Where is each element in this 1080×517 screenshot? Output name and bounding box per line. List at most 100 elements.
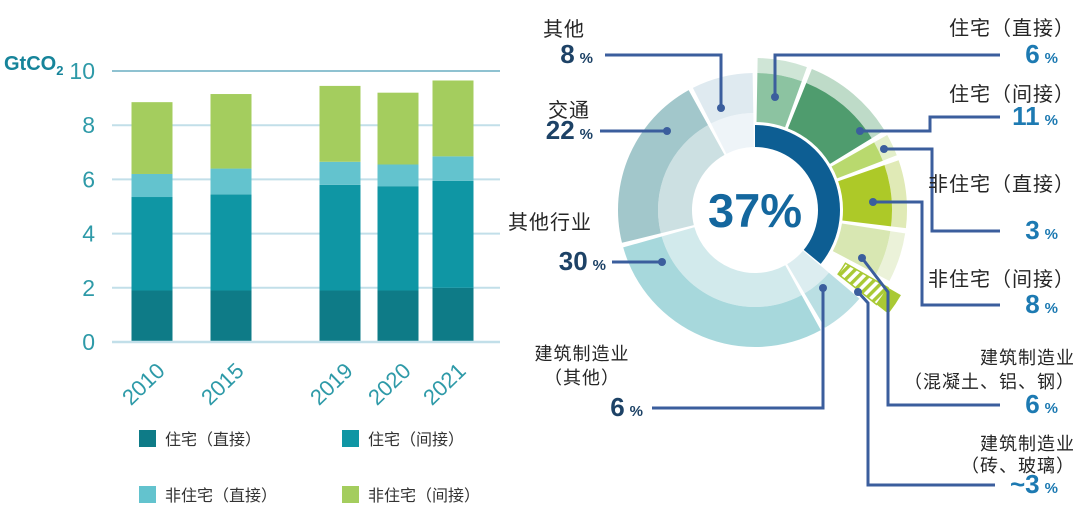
legend-label: 住宅（间接） [368,432,465,449]
leader-dot-construction-bricks-glass [854,288,862,296]
bar-2015-segment-2 [210,168,252,195]
donut-slice-construction-other [804,272,860,328]
donut-chart [600,53,1000,487]
leader-nonresidential-direct [884,147,1000,233]
leader-dot-transport [663,127,671,135]
percent-sign: % [1044,226,1058,243]
donut-slice-nonresidential-direct [831,142,883,179]
bar-2020-segment-0 [377,290,419,342]
donut-label-nonresidential-indirect-value: 8% [908,289,1058,320]
donut-label-construction-other-value: 6% [508,392,643,423]
value-number: 11 [1012,101,1040,131]
leader-dot-other-industry [658,258,666,266]
bar-2020-segment-3 [377,92,419,165]
donut-slice-other-industry-inner-band [661,227,802,308]
y-tick-10: 10 [69,58,95,84]
percent-sign: % [1044,50,1058,67]
donut-slice-transport [618,90,709,243]
donut-label-nonresidential-direct-value: 3% [908,215,1058,246]
unit-subscript: 2 [56,63,64,78]
donut-center-value: 37% [707,184,803,237]
bar-2015-segment-0 [210,290,252,342]
legend-swatch-residential-direct [139,429,156,447]
value-number: 6 [610,392,625,422]
donut-label-concrete-value: 6% [908,389,1058,420]
legend-swatch-residential-indirect [342,429,359,447]
donut-label-residential-direct-title: 住宅（直接） [949,18,1075,40]
leader-dot-construction-concrete-aluminium-steel [858,254,866,262]
x-label-2021: 2021 [418,358,471,410]
donut-label-residential-indirect-value: 11% [908,101,1058,132]
legend-label: 非住宅（直接） [165,488,278,505]
value-number: 8 [1025,289,1040,319]
leader-dot-nonresidential-direct [880,145,888,153]
bar-2010-segment-1 [131,197,173,291]
y-tick-2: 2 [82,275,95,301]
value-number: 6 [1025,39,1040,69]
leader-dot-nonresidential-indirect [869,198,877,206]
bar-2010-segment-3 [131,102,173,174]
bar-2021-segment-1 [432,180,474,288]
bar-2010-segment-0 [131,290,173,342]
building-total-ring [755,124,841,264]
x-label-2010: 2010 [117,358,170,410]
y-tick-4: 4 [82,221,95,247]
bar-2015-segment-3 [210,94,252,169]
value-number: 6 [1025,389,1040,419]
bar-2020-segment-1 [377,186,419,291]
bar-2010-segment-2 [131,173,173,198]
leader-construction-bricks-glass [856,290,995,487]
percent-sign: % [579,126,593,143]
donut-slice-residential-indirect [787,82,872,164]
donut-slice-residential-direct [756,73,802,128]
legend-item-residential-indirect: 住宅（间接） [342,426,464,450]
legend-label: 住宅（直接） [165,432,262,449]
donut-slice-construction-bricks-glass-hatched-band [837,262,889,306]
x-label-2015: 2015 [196,358,249,410]
value-number: 30 [558,246,588,276]
donut-label-transport-title: 交通 [548,100,590,122]
donut-slice-other [692,73,754,124]
legend-item-nonresidential-indirect: 非住宅（间接） [342,482,480,506]
donut-slice-transport-inner-band [657,125,725,234]
value-number: ~3 [1010,469,1040,499]
donut-label-nonresidential-direct-title: 非住宅（直接） [928,174,1075,196]
y-tick-6: 6 [82,166,95,192]
donut-label-other-title: 其他 [543,19,585,41]
leader-dot-construction-other [819,284,827,292]
bar-2015-segment-1 [210,194,252,291]
leader-residential-indirect [860,115,1000,133]
legend-swatch-nonresidential-indirect [342,485,359,503]
donut-label-transport-value: 22% [477,115,593,146]
donut-slice-residential-direct-halo [757,58,807,82]
percent-sign: % [1044,300,1058,317]
leader-nonresidential-indirect [873,200,1000,307]
donut-label-construction-other-title-2: （其他） [544,368,620,388]
bar-2019-segment-1 [319,184,361,291]
leader-other [605,53,723,108]
donut-slice-other-industry [623,236,821,348]
percent-sign: % [579,50,593,67]
stacked-bar-chart: 0 2 4 6 8 10 2010 2015 2019 2020 2021 [69,58,500,410]
legend-label: 非住宅（间接） [368,488,481,505]
donut-slice-nonresidential-indirect [838,165,893,227]
donut-slice-construction-other-inner-band [787,250,829,294]
leader-construction-concrete-aluminium-steel [860,257,1000,407]
donut-label-residential-indirect-title: 住宅（间接） [949,84,1075,106]
leader-dot-residential-indirect [856,127,864,135]
donut-label-other-value: 8% [477,39,593,70]
percent-sign: % [629,403,643,420]
donut-label-other-industry-value: 30% [490,246,606,277]
donut-label-concrete-title-2: （混凝土、铝、钢） [904,372,1075,392]
leader-residential-direct [773,53,1000,97]
leader-dot-residential-direct [771,93,779,101]
legend-item-nonresidential-direct: 非住宅（直接） [139,482,277,506]
value-number: 22 [545,115,575,145]
donut-slice-construction-concrete-aluminium-steel-halo [876,231,906,281]
donut-label-construction-other-title-1: 建筑制造业 [534,344,630,364]
donut-slice-nonresidential-indirect-halo [884,160,907,229]
percent-sign: % [1044,400,1058,417]
unit-text: GtCO [4,53,57,75]
leader-construction-other [652,288,825,410]
